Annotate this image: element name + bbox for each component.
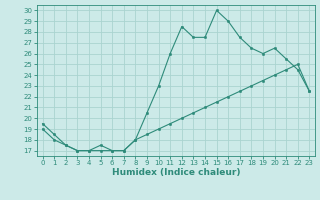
- X-axis label: Humidex (Indice chaleur): Humidex (Indice chaleur): [112, 168, 240, 177]
